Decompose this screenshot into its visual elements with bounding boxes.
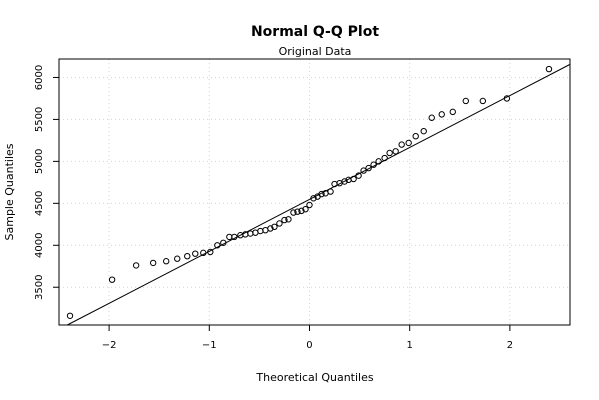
data-point xyxy=(271,223,278,231)
data-point xyxy=(392,148,399,155)
y-axis: 3500 4000 4500 5000 5500 6000 xyxy=(34,65,60,300)
x-tick-label: 1 xyxy=(406,340,412,351)
data-point xyxy=(290,209,297,216)
data-point xyxy=(310,195,317,202)
data-point xyxy=(375,158,382,165)
data-point xyxy=(207,248,214,256)
x-tick-label: −2 xyxy=(102,340,117,351)
y-tick-label: 3500 xyxy=(34,275,45,300)
data-point xyxy=(149,259,157,267)
data-point xyxy=(438,111,445,118)
data-point xyxy=(66,312,74,319)
data-point xyxy=(365,164,372,172)
data-point xyxy=(298,207,305,215)
chart-title: Normal Q-Q Plot xyxy=(251,24,379,40)
data-point xyxy=(341,178,348,185)
data-point xyxy=(449,108,456,116)
data-point xyxy=(220,239,227,246)
x-tick-label: −1 xyxy=(202,340,217,351)
data-point xyxy=(428,114,435,121)
x-axis-label: Theoretical Quantiles xyxy=(255,371,373,384)
data-point xyxy=(214,242,221,249)
y-axis-label: Sample Quantiles xyxy=(3,143,16,240)
y-tick-label: 4500 xyxy=(34,191,45,216)
data-point xyxy=(306,201,313,209)
data-point xyxy=(370,161,377,168)
data-point xyxy=(479,97,487,105)
data-point xyxy=(267,225,274,232)
data-point xyxy=(192,250,199,257)
data-points xyxy=(66,65,553,319)
y-tick-label: 6000 xyxy=(34,65,45,90)
data-point xyxy=(231,233,238,241)
x-tick-label: 2 xyxy=(507,340,513,351)
data-point xyxy=(200,249,207,257)
data-point xyxy=(503,95,511,102)
data-point xyxy=(108,276,116,283)
data-point xyxy=(281,216,288,224)
x-axis: −2 −1 0 1 2 xyxy=(102,324,513,351)
plot-area-border xyxy=(58,58,571,326)
y-tick-label: 4000 xyxy=(34,233,45,258)
chart-subtitle: Original Data xyxy=(279,45,352,58)
y-tick-label: 5000 xyxy=(34,149,45,174)
x-tick-label: 0 xyxy=(306,340,312,351)
data-point xyxy=(294,208,301,215)
data-point xyxy=(545,65,553,73)
data-point xyxy=(405,139,412,147)
data-point xyxy=(381,154,388,162)
data-point xyxy=(276,220,283,227)
data-point xyxy=(350,175,357,183)
data-point xyxy=(386,149,393,157)
data-point xyxy=(184,252,191,260)
data-point xyxy=(257,227,264,235)
data-point xyxy=(247,230,254,237)
data-point xyxy=(163,258,170,265)
data-point xyxy=(398,141,405,148)
data-point xyxy=(462,97,469,105)
data-point xyxy=(420,127,427,135)
data-point xyxy=(302,206,309,213)
data-point xyxy=(360,167,367,174)
data-point xyxy=(355,172,362,179)
data-point xyxy=(318,190,325,198)
data-point xyxy=(285,216,292,223)
grid-lines xyxy=(59,59,570,325)
data-point xyxy=(327,188,334,195)
y-tick-label: 5500 xyxy=(34,107,45,132)
data-point xyxy=(174,255,181,262)
data-point xyxy=(132,262,140,269)
data-point xyxy=(412,132,419,140)
